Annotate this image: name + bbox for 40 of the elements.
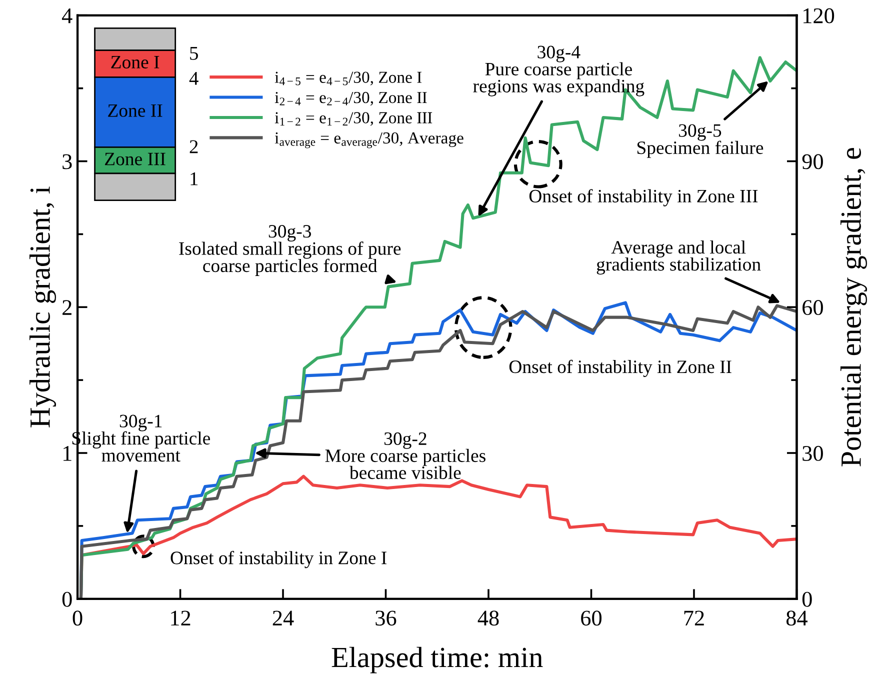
annotation: 30g-2 More coarse particles became visible bbox=[325, 432, 486, 480]
annotation: Zone II bbox=[108, 104, 162, 117]
x-tick-label: 60 bbox=[581, 610, 602, 626]
annotation: Onset of instability in Zone II bbox=[509, 360, 732, 378]
y-tick-label: 3 bbox=[62, 154, 72, 170]
y-axis-title: Hydraulic gradient, i bbox=[29, 186, 56, 428]
annotation: Average and local gradients stabilization bbox=[596, 240, 761, 275]
y2-tick-label: 120 bbox=[804, 8, 834, 24]
y2-axis-title: Potential energy gradient, e bbox=[840, 148, 868, 466]
annotation: 1 bbox=[190, 172, 198, 186]
y-tick-label: 2 bbox=[62, 300, 72, 315]
annotation: 30g-5 Specimen failure bbox=[637, 124, 764, 158]
x-tick-label: 72 bbox=[684, 610, 704, 626]
x-tick-label: 24 bbox=[272, 610, 294, 626]
annotation: Zone III bbox=[104, 152, 166, 166]
annotation: 30g-3 Isolated small regions of pure coarse particles formed bbox=[179, 224, 401, 276]
y-tick-label: 4 bbox=[62, 8, 72, 24]
annotation: 30g-4 Pure coarse particle regions was expanding bbox=[473, 46, 644, 96]
annotation: 4 bbox=[189, 72, 198, 85]
x-tick-label: 36 bbox=[376, 610, 396, 626]
annotation: Onset of instability in Zone I bbox=[170, 550, 386, 568]
legend-label: i$_{1−2}$ = e$_{1−2}$/30, Zone III bbox=[274, 112, 432, 126]
x-tick-label: 84 bbox=[786, 610, 808, 626]
legend-label: i$_{average}$ = e$_{average}$/30, Average bbox=[274, 132, 464, 148]
y2-tick-label: 30 bbox=[802, 446, 823, 461]
x-tick-label: 12 bbox=[171, 610, 190, 626]
annotation: 2 bbox=[190, 140, 198, 154]
y-tick-label: 0 bbox=[62, 592, 72, 607]
x-tick-label: 0 bbox=[72, 610, 82, 626]
y2-tick-label: 90 bbox=[802, 154, 823, 170]
legend-label: i$_{4−5}$ = e$_{4−5}$/30, Zone I bbox=[274, 72, 422, 86]
y2-tick-label: 0 bbox=[802, 592, 812, 607]
y2-tick-label: 60 bbox=[802, 300, 823, 316]
annotation: Zone I bbox=[111, 56, 160, 68]
x-axis-title: Elapsed time: min bbox=[332, 646, 543, 674]
y-tick-label: 1 bbox=[64, 446, 72, 461]
annotation: 5 bbox=[190, 46, 198, 60]
annotation: Onset of instability in Zone III bbox=[529, 189, 758, 206]
legend-label: i$_{2−4}$ = e$_{2−4}$/30, Zone II bbox=[274, 92, 427, 106]
x-tick-label: 48 bbox=[478, 610, 499, 626]
